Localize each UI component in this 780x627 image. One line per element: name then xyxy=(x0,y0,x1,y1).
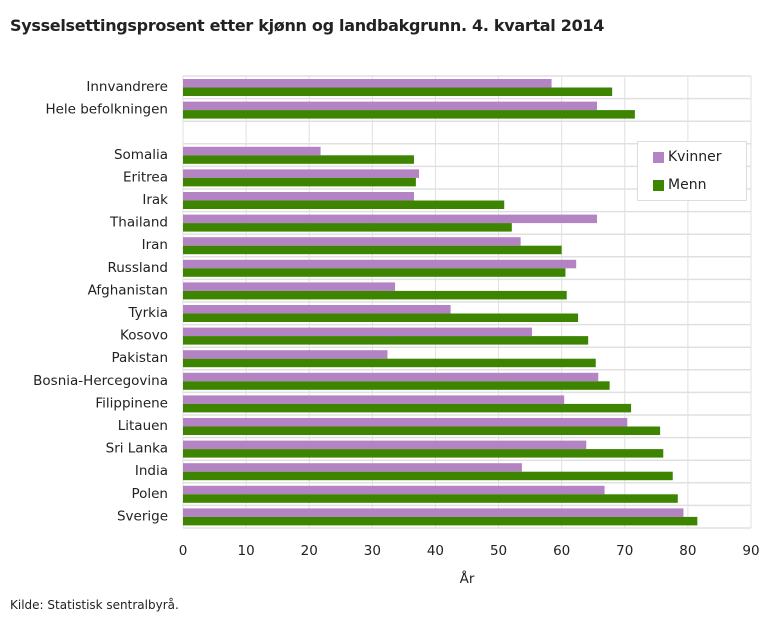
category-label: Tyrkia xyxy=(127,305,168,321)
category-label: Innvandrere xyxy=(86,79,168,95)
category-label: Sverige xyxy=(117,508,168,524)
chart-title: Sysselsettingsprosent etter kjønn og lan… xyxy=(10,16,605,35)
bar-kvinner xyxy=(183,440,587,450)
bar-kvinner xyxy=(183,192,414,201)
legend: Kvinner Menn xyxy=(637,141,747,201)
x-tick-label: 0 xyxy=(179,543,188,559)
bar-kvinner xyxy=(183,327,533,337)
category-label: Irak xyxy=(142,192,168,208)
x-tick-label: 80 xyxy=(679,543,696,559)
bar-kvinner xyxy=(183,508,684,517)
category-label: Russland xyxy=(107,260,168,276)
category-label: Iran xyxy=(142,237,168,253)
bar-menn xyxy=(183,494,678,503)
bar-menn xyxy=(183,381,610,390)
bar-menn xyxy=(183,245,562,255)
bar-kvinner xyxy=(183,372,599,382)
bar-menn xyxy=(183,471,673,481)
bar-menn xyxy=(183,426,661,435)
category-label: Kosovo xyxy=(120,328,168,344)
x-tick-label: 70 xyxy=(616,543,633,559)
x-tick-label: 90 xyxy=(742,543,759,559)
legend-label-menn: Menn xyxy=(668,177,707,193)
legend-label-kvinner: Kvinner xyxy=(668,149,722,165)
category-label: Afghanistan xyxy=(88,282,168,298)
bar-menn xyxy=(183,268,566,277)
bar-kvinner xyxy=(183,395,565,404)
bar-kvinner xyxy=(183,101,598,111)
bar-kvinner xyxy=(183,485,605,495)
bar-kvinner xyxy=(183,214,598,224)
category-label: Hele befolkningen xyxy=(45,102,168,118)
bar-menn xyxy=(183,223,512,232)
x-tick-label: 10 xyxy=(238,543,255,559)
bar-menn xyxy=(183,336,589,345)
legend-item-kvinner: Kvinner xyxy=(653,149,721,165)
category-label: India xyxy=(135,463,168,479)
x-tick-label: 30 xyxy=(364,543,381,559)
category-label: Sri Lanka xyxy=(106,441,168,457)
category-label: Thailand xyxy=(109,215,168,231)
bar-kvinner xyxy=(183,350,388,359)
bar-kvinner xyxy=(183,79,552,88)
bar-menn xyxy=(183,516,698,526)
bar-menn xyxy=(183,177,416,187)
category-label: Filippinene xyxy=(95,395,168,411)
category-label: Litauen xyxy=(118,418,168,434)
legend-item-menn: Menn xyxy=(653,177,706,193)
bar-kvinner xyxy=(183,418,628,427)
bar-kvinner xyxy=(183,282,396,291)
x-tick-label: 50 xyxy=(490,543,507,559)
bar-menn xyxy=(183,449,664,458)
bar-kvinner xyxy=(183,169,420,178)
legend-swatch-kvinner xyxy=(653,151,664,163)
x-tick-label: 60 xyxy=(553,543,570,559)
source-note: Kilde: Statistisk sentralbyrå. xyxy=(10,598,179,612)
bar-menn xyxy=(183,155,414,164)
bar-menn xyxy=(183,290,567,300)
category-label: Pakistan xyxy=(111,350,168,366)
category-label: Eritrea xyxy=(123,169,168,185)
bar-menn xyxy=(183,200,505,209)
bar-kvinner xyxy=(183,259,577,269)
bar-kvinner xyxy=(183,237,521,246)
bar-menn xyxy=(183,110,635,119)
x-tick-label: 20 xyxy=(301,543,318,559)
bar-menn xyxy=(183,358,596,368)
bar-menn xyxy=(183,403,632,413)
bar-menn xyxy=(183,87,613,96)
bar-kvinner xyxy=(183,463,522,472)
bar-kvinner xyxy=(183,305,451,314)
category-label: Somalia xyxy=(114,147,168,163)
category-label: Polen xyxy=(131,486,168,502)
x-axis-label: År xyxy=(460,570,475,587)
bar-kvinner xyxy=(183,146,321,156)
category-label: Bosnia-Hercegovina xyxy=(33,373,168,389)
x-tick-label: 40 xyxy=(427,543,444,559)
legend-swatch-menn xyxy=(653,179,664,191)
bar-menn xyxy=(183,313,579,322)
